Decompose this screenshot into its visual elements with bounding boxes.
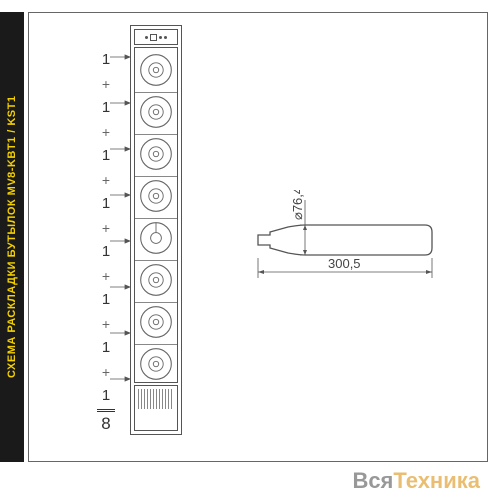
cooler-glass-door xyxy=(134,47,178,383)
wine-cooler-front-view xyxy=(130,25,182,435)
cooler-control-panel xyxy=(134,29,178,45)
bottle-slot xyxy=(138,220,174,256)
bottle-side-dimension-view: ⌀76,4 300,5 xyxy=(250,190,450,300)
bottle-slot xyxy=(138,136,174,172)
diameter-label: ⌀76,4 xyxy=(290,190,305,220)
cooler-base-vent xyxy=(134,385,178,431)
length-label: 300,5 xyxy=(328,256,361,271)
watermark-part2: Техника xyxy=(393,468,480,493)
watermark-logo: ВсяТехника xyxy=(352,468,480,494)
watermark-part1: Вся xyxy=(352,468,393,493)
bottle-slot xyxy=(138,304,174,340)
bottle-slot xyxy=(138,346,174,382)
pointer-arrows xyxy=(110,45,134,425)
bottle-slot xyxy=(138,94,174,130)
sidebar-title-text: СХЕМА РАСКЛАДКИ БУТЫЛОК MV8-KBT1 / KST1 xyxy=(6,96,18,378)
bottle-slot xyxy=(138,52,174,88)
bottle-slot xyxy=(138,262,174,298)
title-sidebar: СХЕМА РАСКЛАДКИ БУТЫЛОК MV8-KBT1 / KST1 xyxy=(0,12,24,462)
bottle-slot xyxy=(138,178,174,214)
